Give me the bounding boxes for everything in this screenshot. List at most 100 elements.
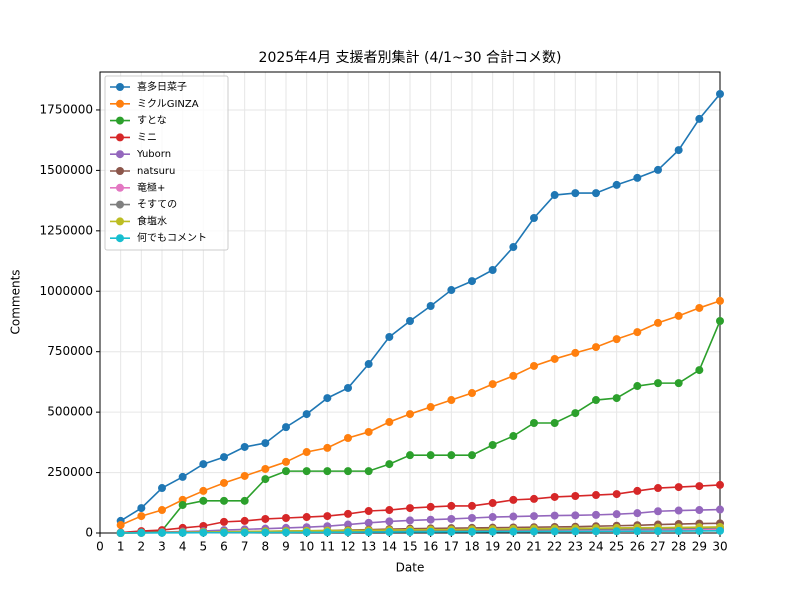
y-tick-label: 0 (85, 526, 93, 540)
data-point (364, 427, 373, 436)
y-tick-label: 1750000 (40, 102, 93, 116)
data-point (406, 516, 414, 525)
data-point (674, 146, 683, 155)
data-point (426, 502, 435, 511)
data-point (509, 243, 518, 252)
data-point (530, 361, 538, 370)
data-point (695, 526, 704, 535)
data-point (282, 467, 290, 476)
data-point (282, 528, 290, 537)
data-point (488, 441, 497, 450)
data-point (654, 318, 662, 327)
legend-label: 何でもコメント (137, 231, 207, 244)
data-point (550, 511, 559, 520)
x-tick-label: 18 (464, 540, 479, 554)
x-tick-label: 27 (650, 540, 665, 554)
y-tick-label: 1000000 (40, 284, 93, 298)
data-point (695, 366, 704, 375)
data-point (654, 507, 662, 516)
legend-label: そすての (137, 199, 177, 211)
data-point (116, 521, 125, 530)
data-point (406, 527, 414, 536)
data-point (509, 432, 518, 441)
data-point (385, 517, 394, 526)
data-point (612, 490, 621, 499)
data-point (323, 512, 332, 521)
data-point (406, 504, 414, 513)
data-point (364, 360, 373, 369)
data-point (716, 526, 724, 535)
legend-marker (116, 150, 124, 159)
x-tick-label: 2 (138, 540, 146, 554)
data-point (550, 419, 559, 428)
data-point (695, 482, 704, 491)
data-point (137, 504, 146, 513)
data-point (344, 467, 352, 476)
data-point (716, 505, 724, 514)
data-point (447, 527, 456, 536)
data-point (364, 507, 373, 516)
legend-label: 竜極+ (137, 181, 165, 194)
data-point (716, 296, 724, 305)
x-tick-label: 30 (712, 540, 727, 554)
data-point (488, 265, 497, 274)
data-point (137, 528, 146, 537)
data-point (468, 389, 476, 398)
legend-label: 喜多日菜子 (137, 80, 187, 93)
data-point (178, 528, 187, 537)
legend-label: すとな (137, 115, 167, 127)
data-point (261, 439, 270, 448)
data-point (488, 513, 497, 522)
legend-marker (116, 133, 124, 142)
data-point (282, 514, 290, 523)
y-axis-label: Comments (9, 269, 23, 334)
data-point (530, 527, 538, 536)
data-point (199, 460, 208, 469)
legend-marker (116, 183, 124, 192)
x-tick-label: 1 (117, 540, 125, 554)
data-point (220, 478, 228, 487)
data-point (509, 512, 518, 521)
data-point (344, 383, 352, 392)
x-tick-label: 21 (526, 540, 541, 554)
x-tick-label: 8 (262, 540, 270, 554)
data-point (240, 471, 249, 480)
data-point (674, 527, 683, 536)
data-point (178, 500, 187, 509)
data-point (178, 472, 187, 481)
x-tick-label: 20 (506, 540, 521, 554)
x-tick-label: 17 (444, 540, 459, 554)
data-point (633, 527, 642, 536)
data-point (550, 527, 559, 536)
data-point (612, 394, 621, 403)
data-point (302, 410, 311, 419)
data-point (530, 512, 538, 521)
data-point (364, 528, 373, 537)
data-point (199, 496, 208, 505)
legend-label: Yuborn (136, 149, 171, 160)
data-point (571, 348, 580, 357)
data-point (426, 527, 435, 536)
data-point (633, 382, 642, 391)
data-point (116, 529, 125, 537)
data-point (654, 527, 662, 536)
y-tick-label: 250000 (47, 465, 93, 479)
data-point (530, 419, 538, 428)
data-point (406, 316, 414, 325)
data-point (674, 483, 683, 492)
x-tick-label: 9 (282, 540, 290, 554)
data-point (302, 448, 311, 457)
data-point (530, 214, 538, 223)
data-point (488, 380, 497, 389)
x-tick-label: 0 (96, 540, 104, 554)
data-point (344, 528, 352, 537)
legend-marker (116, 234, 124, 243)
data-point (612, 180, 621, 189)
data-point (550, 492, 559, 501)
data-point (592, 527, 600, 536)
data-point (488, 499, 497, 508)
data-point (344, 520, 352, 529)
data-point (385, 332, 394, 341)
data-point (695, 114, 704, 123)
